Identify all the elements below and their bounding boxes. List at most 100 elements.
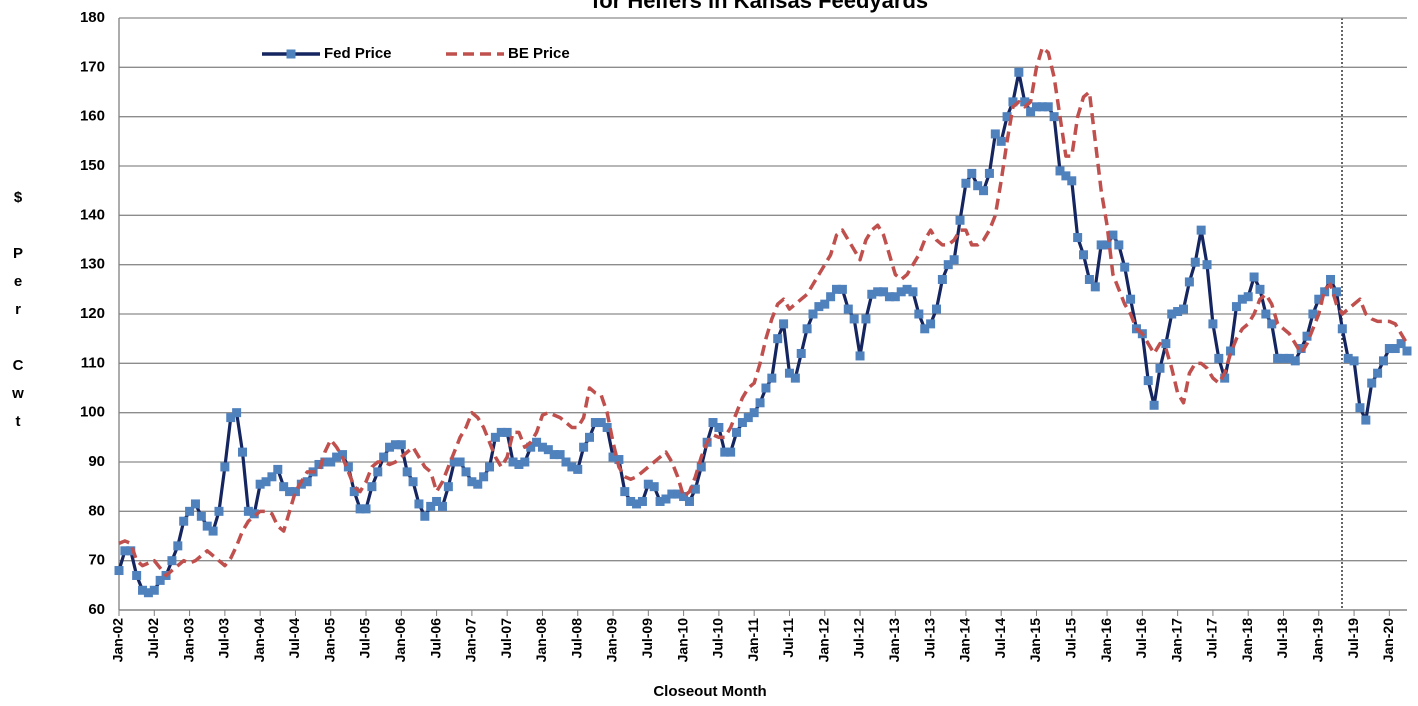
- data-point: [138, 585, 148, 595]
- legend-label: Fed Price: [324, 45, 392, 62]
- data-point: [432, 496, 442, 506]
- y-tick-label: 160: [80, 108, 105, 125]
- x-tick-label: Jul-09: [639, 618, 655, 659]
- data-point: [390, 440, 400, 450]
- data-point: [608, 452, 618, 462]
- data-point: [973, 181, 983, 191]
- data-point: [649, 482, 659, 492]
- data-point: [755, 398, 765, 408]
- data-point: [514, 459, 524, 469]
- y-tick-label: 80: [88, 502, 105, 519]
- data-point: [1273, 353, 1283, 363]
- data-point: [567, 462, 577, 472]
- x-tick-label: Jan-18: [1239, 618, 1255, 663]
- data-point: [867, 289, 877, 299]
- data-point: [1208, 319, 1218, 329]
- data-point: [526, 442, 536, 452]
- y-axis-title-char: $: [14, 189, 23, 206]
- data-point: [490, 432, 500, 442]
- data-point: [385, 442, 395, 452]
- data-point: [1173, 307, 1183, 317]
- data-point: [796, 348, 806, 358]
- data-point: [1049, 112, 1059, 122]
- data-point: [614, 455, 624, 465]
- y-tick-label: 60: [88, 601, 105, 618]
- data-point: [843, 304, 853, 314]
- data-point: [1237, 294, 1247, 304]
- data-point: [1373, 368, 1383, 378]
- data-point: [1143, 376, 1153, 386]
- data-point: [873, 287, 883, 297]
- data-point: [290, 487, 300, 497]
- data-point: [243, 506, 253, 516]
- data-point: [767, 373, 777, 383]
- data-point: [779, 319, 789, 329]
- data-point: [1055, 166, 1065, 176]
- data-point: [437, 501, 447, 511]
- data-point: [955, 215, 965, 225]
- data-point: [684, 496, 694, 506]
- x-tick-label: Jan-08: [533, 618, 549, 663]
- data-point: [1355, 403, 1365, 413]
- y-tick-label: 180: [80, 9, 105, 26]
- x-tick-label: Jul-13: [921, 618, 937, 659]
- data-point: [273, 464, 283, 474]
- x-tick-label: Jul-11: [780, 618, 796, 658]
- x-tick-label: Jan-14: [957, 618, 973, 663]
- data-point: [949, 255, 959, 265]
- data-point: [473, 479, 483, 489]
- data-point: [1261, 309, 1271, 319]
- x-tick-label: Jan-12: [815, 618, 831, 663]
- data-point: [726, 447, 736, 457]
- data-point: [1120, 262, 1130, 272]
- data-point: [749, 408, 759, 418]
- data-point: [232, 408, 242, 418]
- data-point: [573, 464, 583, 474]
- data-point: [532, 437, 542, 447]
- data-point: [414, 499, 424, 509]
- data-point: [208, 526, 218, 536]
- data-point: [1231, 302, 1241, 312]
- data-point: [249, 509, 259, 519]
- x-tick-label: Jan-13: [886, 618, 902, 663]
- data-point: [1102, 240, 1112, 250]
- x-tick-label: Jan-15: [1027, 618, 1043, 663]
- y-tick-label: 100: [80, 404, 105, 421]
- data-point: [1278, 353, 1288, 363]
- data-point: [1067, 176, 1077, 186]
- data-point: [1302, 331, 1312, 341]
- data-point: [1308, 309, 1318, 319]
- data-point: [585, 432, 595, 442]
- data-point: [561, 457, 571, 467]
- x-tick-label: Jul-05: [357, 618, 373, 659]
- data-point: [1020, 97, 1030, 107]
- data-point: [126, 546, 136, 556]
- data-point: [549, 450, 559, 460]
- data-point: [790, 373, 800, 383]
- data-point: [967, 168, 977, 178]
- series-line: [118, 45, 1409, 578]
- x-axis-title: Closeout Month: [653, 683, 766, 700]
- legend-label: BE Price: [508, 45, 570, 62]
- data-point: [467, 477, 477, 487]
- data-point: [173, 541, 183, 551]
- data-point: [302, 477, 312, 487]
- data-point: [326, 457, 336, 467]
- data-point: [643, 479, 653, 489]
- x-tick-label: Jul-03: [216, 618, 232, 659]
- data-point: [443, 482, 453, 492]
- data-point: [379, 452, 389, 462]
- data-point: [1402, 346, 1412, 356]
- data-point: [1331, 287, 1341, 297]
- data-point: [361, 504, 371, 514]
- data-point: [696, 462, 706, 472]
- data-point: [679, 492, 689, 502]
- data-point: [220, 462, 230, 472]
- data-point: [579, 442, 589, 452]
- data-point: [461, 467, 471, 477]
- data-point: [1155, 363, 1165, 373]
- data-point: [996, 136, 1006, 146]
- data-point: [1361, 415, 1371, 425]
- x-tick-label: Jan-05: [321, 618, 337, 663]
